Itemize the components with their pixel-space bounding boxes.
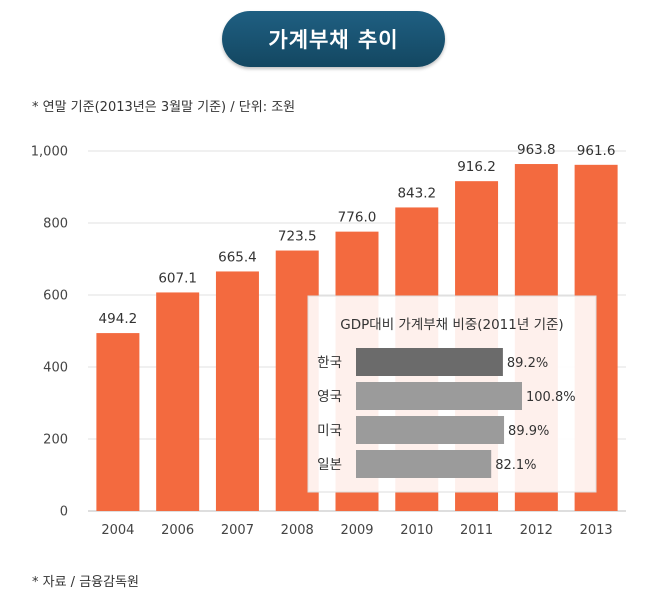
x-tick-label-2006: 2006 xyxy=(161,523,194,538)
x-tick-label-2010: 2010 xyxy=(400,523,433,538)
inset-category-label: 일본 xyxy=(317,457,342,473)
inset-value-label: 89.2% xyxy=(507,356,548,371)
data-label-2012: 963.8 xyxy=(517,142,556,158)
data-label-2011: 916.2 xyxy=(457,159,496,175)
inset-bar-0 xyxy=(356,348,503,376)
x-axis-ticks: 2004 2006 2007 2008 2009 2010 2011 2012 2013 xyxy=(101,523,612,538)
bar-2007 xyxy=(215,271,259,511)
x-tick-label-2012: 2012 xyxy=(520,523,553,538)
y-tick-label: 600 xyxy=(43,289,68,304)
x-tick-label-2007: 2007 xyxy=(221,523,254,538)
y-tick-label: 1,000 xyxy=(31,145,68,160)
x-tick-label-2013: 2013 xyxy=(580,523,613,538)
x-tick-label-2004: 2004 xyxy=(101,523,134,538)
inset-value-label: 89.9% xyxy=(508,424,549,439)
x-tick-label-2011: 2011 xyxy=(460,523,493,538)
inset-value-label: 100.8% xyxy=(526,390,576,405)
x-tick-label-2009: 2009 xyxy=(340,523,373,538)
bar-2006 xyxy=(156,292,200,511)
data-label-2004: 494.2 xyxy=(99,311,138,327)
y-tick-label: 400 xyxy=(43,361,68,376)
data-label-2009: 776.0 xyxy=(338,210,377,226)
chart-title-badge: 가계부채 추이 xyxy=(222,11,445,67)
inset-bar-2 xyxy=(356,416,505,444)
inset-value-label: 82.1% xyxy=(495,458,536,473)
inset-category-label: 한국 xyxy=(317,355,342,371)
y-axis-ticks: 0 200 400 600 800 1,000 xyxy=(31,145,68,520)
inset-bar-3 xyxy=(356,450,492,478)
data-labels: 494.2 607.1 665.4 723.5 776.0 843.2 916.2 963.8… xyxy=(99,142,616,327)
data-label-2007: 665.4 xyxy=(218,249,257,265)
basis-note: * 연말 기준(2013년은 3월말 기준) / 단위: 조원 xyxy=(32,100,296,115)
data-label-2006: 607.1 xyxy=(158,270,197,286)
chart-title: 가계부채 추이 xyxy=(268,28,399,52)
y-tick-label: 800 xyxy=(43,217,68,232)
bar-2004 xyxy=(96,333,140,511)
data-label-2008: 723.5 xyxy=(278,229,317,245)
inset-title: GDP대비 가계부채 비중(2011년 기준) xyxy=(340,317,563,333)
x-tick-label-2008: 2008 xyxy=(281,523,314,538)
inset-category-label: 미국 xyxy=(317,423,342,439)
inset-bar-1 xyxy=(356,382,522,410)
gdp-ratio-inset: GDP대비 가계부채 비중(2011년 기준) 한국 89.2% 영국 100.8% 미국… xyxy=(307,295,597,493)
data-label-2010: 843.2 xyxy=(397,185,436,201)
data-label-2013: 961.6 xyxy=(577,143,616,159)
inset-category-label: 영국 xyxy=(317,389,342,405)
y-tick-label: 0 xyxy=(60,505,68,520)
source-note: * 자료 / 금융감독원 xyxy=(32,575,139,590)
y-tick-label: 200 xyxy=(43,433,68,448)
